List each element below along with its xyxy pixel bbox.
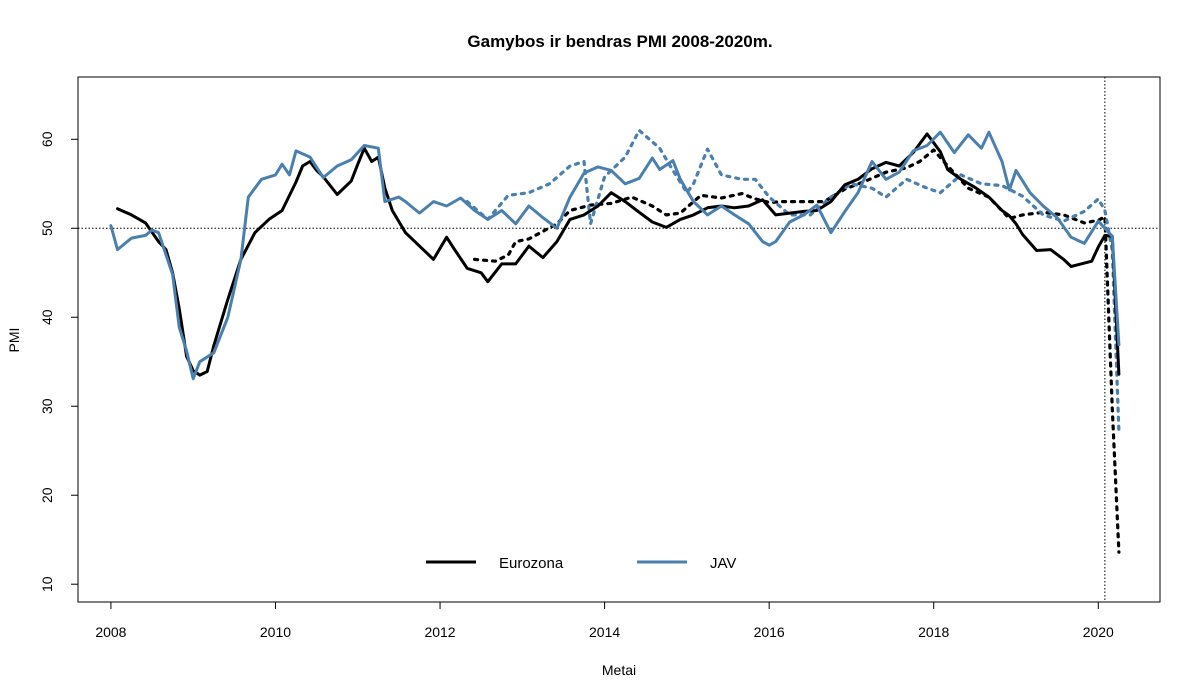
x-tick-label: 2018 bbox=[918, 624, 949, 640]
x-tick-label: 2014 bbox=[589, 624, 620, 640]
chart-title: Gamybos ir bendras PMI 2008-2020m. bbox=[467, 32, 772, 51]
x-axis: 2008 2010 2012 2014 2016 2018 2020 bbox=[95, 602, 1114, 640]
y-tick-label: 50 bbox=[39, 220, 55, 236]
x-tick-label: 2010 bbox=[260, 624, 291, 640]
reference-lines bbox=[78, 77, 1160, 602]
y-tick-label: 40 bbox=[39, 309, 55, 325]
series-line-1 bbox=[109, 130, 1121, 381]
y-tick-label: 10 bbox=[39, 576, 55, 592]
legend-label: Eurozona bbox=[499, 555, 564, 572]
x-tick-label: 2016 bbox=[754, 624, 785, 640]
series-layer bbox=[109, 128, 1121, 554]
plot-frame bbox=[77, 76, 1161, 603]
y-tick-label: 20 bbox=[39, 487, 55, 503]
series-line-0 bbox=[116, 132, 1121, 377]
y-axis: 10 20 30 40 50 60 bbox=[39, 131, 78, 592]
series-line-3 bbox=[465, 128, 1121, 433]
x-axis-title: Metai bbox=[602, 662, 636, 678]
legend-label: JAV bbox=[710, 555, 736, 572]
x-tick-label: 2012 bbox=[424, 624, 455, 640]
legend: Eurozona JAV bbox=[426, 555, 736, 572]
y-tick-label: 60 bbox=[39, 131, 55, 147]
x-tick-label: 2008 bbox=[95, 624, 126, 640]
x-tick-label: 2020 bbox=[1083, 624, 1114, 640]
series-line-2 bbox=[473, 148, 1121, 554]
y-tick-label: 30 bbox=[39, 398, 55, 414]
y-axis-title: PMI bbox=[6, 328, 22, 353]
